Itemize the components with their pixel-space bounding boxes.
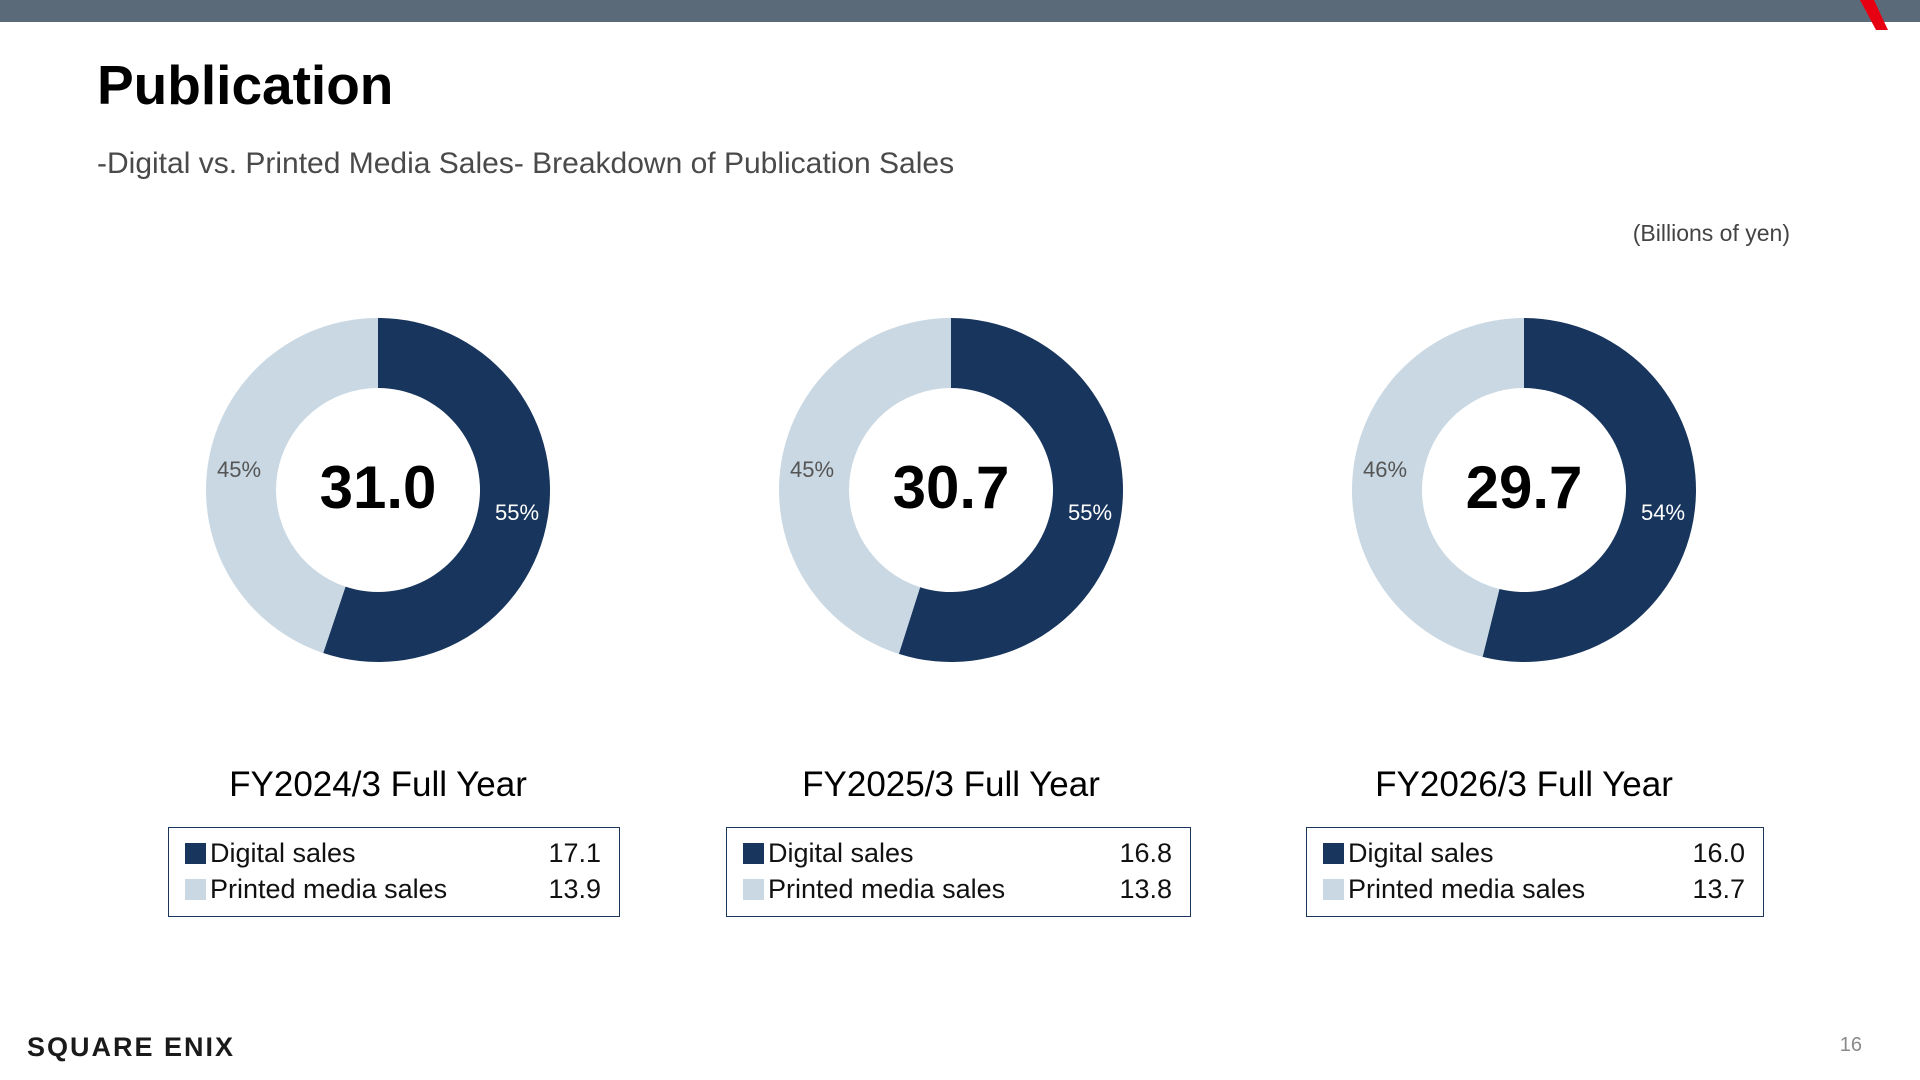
legend-value-printed: 13.8 (1119, 873, 1172, 904)
page-subtitle: -Digital vs. Printed Media Sales- Breakd… (97, 147, 955, 180)
legend-label-printed: Printed media sales (768, 873, 1006, 904)
legend-value-printed: 13.9 (548, 873, 601, 904)
chart-panel-fy2026: 54% 46% 29.7 FY2026/3 Full Year Digital sa… (1244, 290, 1804, 930)
digital-swatch (743, 842, 764, 864)
digital-swatch (1323, 842, 1344, 864)
donut-chart-fy2026: 54% 46% 29.7 (1352, 318, 1696, 662)
printed-percent-label: 45% (217, 457, 261, 482)
donut-total-label: 30.7 (893, 454, 1010, 521)
legend-row-printed: Printed media sales 13.9 (185, 872, 601, 906)
printed-percent-label: 45% (790, 457, 834, 482)
printed-slice (779, 318, 951, 654)
printed-swatch (743, 878, 764, 900)
legend-label-digital: Digital sales (768, 837, 914, 868)
printed-slice (206, 318, 378, 654)
printed-swatch (1323, 878, 1344, 900)
legend-label-digital: Digital sales (210, 837, 356, 868)
digital-slice (1482, 318, 1696, 662)
period-label: FY2026/3 Full Year (1375, 765, 1673, 804)
chart-panel-fy2025: 55% 45% 30.7 FY2025/3 Full Year Digital sa… (671, 290, 1231, 930)
legend-box: Digital sales 16.8 Printed media sales 1… (726, 827, 1191, 917)
period-label: FY2025/3 Full Year (802, 765, 1100, 804)
printed-percent-label: 46% (1363, 457, 1407, 482)
legend-box: Digital sales 16.0 Printed media sales 1… (1306, 827, 1764, 917)
legend-row-digital: Digital sales 16.0 (1323, 836, 1745, 870)
digital-swatch (185, 842, 206, 864)
legend-row-printed: Printed media sales 13.7 (1323, 872, 1745, 906)
legend-value-printed: 13.7 (1692, 873, 1745, 904)
donut-total-label: 29.7 (1466, 454, 1583, 521)
donut-total-label: 31.0 (320, 454, 437, 521)
corner-accent-mark (1860, 0, 1920, 30)
top-bar (0, 0, 1920, 22)
digital-percent-label: 55% (1068, 500, 1112, 525)
digital-percent-label: 55% (495, 500, 539, 525)
donut-chart-fy2024: 55% 45% 31.0 (206, 318, 550, 662)
legend-label-printed: Printed media sales (1348, 873, 1586, 904)
square-enix-logo: SQUARE ENIX (27, 1032, 236, 1062)
legend-box: Digital sales 17.1 Printed media sales 1… (168, 827, 620, 917)
donut-chart-fy2025: 55% 45% 30.7 (779, 318, 1123, 662)
digital-percent-label: 54% (1641, 500, 1685, 525)
digital-slice (898, 318, 1123, 662)
legend-row-digital: Digital sales 17.1 (185, 836, 601, 870)
legend-value-digital: 16.0 (1692, 837, 1745, 868)
unit-note: (Billions of yen) (1632, 220, 1790, 246)
digital-slice (323, 318, 550, 662)
printed-swatch (185, 878, 206, 900)
legend-label-printed: Printed media sales (210, 873, 448, 904)
legend-row-digital: Digital sales 16.8 (743, 836, 1172, 870)
period-label: FY2024/3 Full Year (229, 765, 527, 804)
legend-label-digital: Digital sales (1348, 837, 1494, 868)
legend-row-printed: Printed media sales 13.8 (743, 872, 1172, 906)
page-number: 16 (1839, 1034, 1862, 1056)
legend-value-digital: 17.1 (548, 837, 601, 868)
legend-value-digital: 16.8 (1119, 837, 1172, 868)
page-title: Publication (97, 54, 394, 116)
printed-slice (1352, 318, 1524, 657)
chart-panel-fy2024: 55% 45% 31.0 FY2024/3 Full Year Digital sa… (98, 290, 658, 930)
